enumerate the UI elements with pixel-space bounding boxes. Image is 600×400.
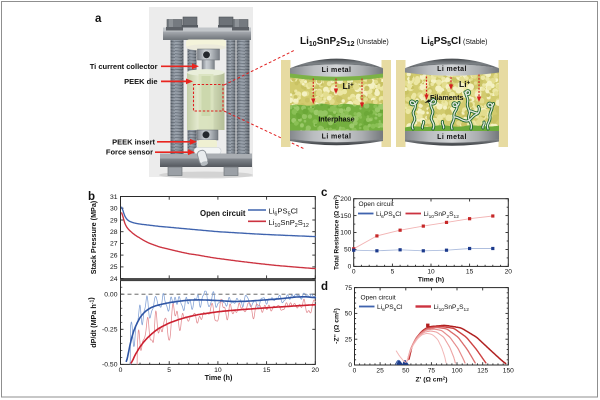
svg-text:Li6PS5Cl: Li6PS5Cl <box>376 211 402 220</box>
svg-text:Li10SnP2S12: Li10SnP2S12 <box>269 218 309 229</box>
svg-text:Z' (Ω cm2): Z' (Ω cm2) <box>416 375 448 383</box>
svg-text:Open circuit: Open circuit <box>361 295 396 302</box>
svg-text:Interphase: Interphase <box>318 115 354 124</box>
svg-text:20: 20 <box>312 367 320 374</box>
svg-text:25: 25 <box>345 336 353 343</box>
svg-text:50: 50 <box>402 367 410 374</box>
svg-text:Li6​PS5​Cl (Stable): Li6​PS5​Cl (Stable) <box>421 36 488 48</box>
svg-text:Filaments: Filaments <box>430 93 464 102</box>
svg-text:150: 150 <box>503 367 514 374</box>
svg-text:125: 125 <box>477 367 488 374</box>
svg-text:0: 0 <box>353 367 357 374</box>
svg-text:25: 25 <box>110 264 118 271</box>
svg-text:0: 0 <box>348 362 352 369</box>
svg-text:0.00: 0.00 <box>104 292 117 299</box>
svg-text:30: 30 <box>110 206 118 213</box>
svg-text:Li10​SnP2​S12​ (Unstable): Li10​SnP2​S12​ (Unstable) <box>300 36 389 48</box>
svg-text:Total Resistance (Ω cm2): Total Resistance (Ω cm2) <box>333 195 341 270</box>
svg-text:150: 150 <box>340 213 351 220</box>
svg-text:Force sensor: Force sensor <box>106 148 153 157</box>
svg-text:200: 200 <box>340 196 351 203</box>
svg-text:25: 25 <box>376 367 384 374</box>
svg-text:100: 100 <box>451 367 462 374</box>
svg-text:75: 75 <box>345 285 353 292</box>
svg-text:Li10SnP2S12: Li10SnP2S12 <box>424 211 460 220</box>
svg-text:Stack Pressure (MPa): Stack Pressure (MPa) <box>89 200 98 274</box>
svg-text:26: 26 <box>110 252 118 259</box>
svg-text:28: 28 <box>110 229 118 236</box>
svg-text:29: 29 <box>110 217 118 224</box>
svg-text:31: 31 <box>110 194 118 201</box>
svg-text:c: c <box>321 187 328 199</box>
svg-text:20: 20 <box>505 268 513 275</box>
svg-text:24: 24 <box>110 276 118 283</box>
svg-text:Li metal: Li metal <box>322 133 352 140</box>
svg-text:dP/dt (MPa h-1): dP/dt (MPa h-1) <box>87 297 98 348</box>
svg-text:PEEK insert: PEEK insert <box>112 138 155 147</box>
svg-text:Time (h): Time (h) <box>418 276 444 283</box>
svg-text:15: 15 <box>263 367 271 374</box>
svg-text:5: 5 <box>391 268 395 275</box>
svg-text:10: 10 <box>427 268 435 275</box>
svg-text:Li+: Li+ <box>343 81 355 91</box>
svg-text:Ti current collector: Ti current collector <box>90 62 158 71</box>
svg-text:100: 100 <box>340 230 351 237</box>
svg-text:Time (h): Time (h) <box>205 373 233 382</box>
svg-text:Li metal: Li metal <box>437 134 467 141</box>
svg-text:15: 15 <box>466 268 474 275</box>
svg-text:27: 27 <box>110 241 118 248</box>
svg-text:Li10SnP2S12: Li10SnP2S12 <box>434 304 470 313</box>
svg-text:5: 5 <box>167 367 171 374</box>
svg-text:0: 0 <box>348 264 352 271</box>
svg-text:d: d <box>321 281 328 293</box>
svg-text:0: 0 <box>119 367 123 374</box>
svg-text:-0.25: -0.25 <box>102 327 118 334</box>
svg-text:Open circuit: Open circuit <box>200 209 246 218</box>
svg-text:50: 50 <box>345 311 353 318</box>
svg-text:Open circuit: Open circuit <box>359 201 394 208</box>
svg-text:Li metal: Li metal <box>322 67 352 74</box>
svg-text:Li6PS5Cl: Li6PS5Cl <box>377 304 403 313</box>
svg-text:-Z'' (Ω cm2): -Z'' (Ω cm2) <box>333 308 341 344</box>
svg-text:75: 75 <box>428 367 436 374</box>
svg-text:a: a <box>95 13 102 25</box>
svg-text:-0.50: -0.50 <box>102 362 118 369</box>
svg-text:b: b <box>88 191 95 203</box>
svg-text:PEEK die: PEEK die <box>124 77 157 86</box>
svg-text:10: 10 <box>214 367 222 374</box>
svg-text:0: 0 <box>352 268 356 275</box>
svg-text:50: 50 <box>344 247 352 254</box>
svg-text:Li metal: Li metal <box>437 66 467 73</box>
svg-text:Li6PS5Cl: Li6PS5Cl <box>269 207 299 218</box>
svg-text:Li+: Li+ <box>459 79 471 89</box>
